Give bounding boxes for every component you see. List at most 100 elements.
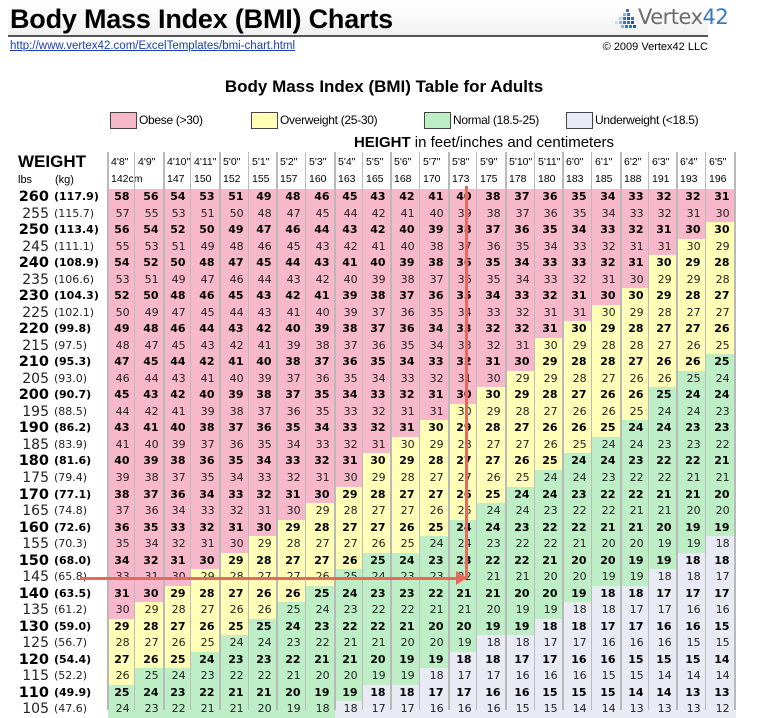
bmi-cell: 24 [535, 470, 564, 487]
weight-row-label: 165 (74.8) [0, 503, 108, 520]
weight-row-label: 125 (56.7) [0, 635, 108, 652]
bmi-cell: 24 [677, 403, 707, 421]
bmi-cell: 41 [249, 337, 278, 355]
bmi-cell: 33 [621, 189, 650, 206]
bmi-cell: 30 [621, 271, 650, 289]
bmi-cell: 32 [135, 552, 165, 570]
bmi-cell: 36 [535, 205, 564, 223]
bmi-cell: 36 [449, 255, 478, 272]
weight-row-label: 190 (86.2) [0, 420, 108, 437]
bmi-cell: 40 [391, 238, 421, 256]
bmi-cell: 17 [506, 651, 536, 669]
bmi-cell: 27 [420, 486, 450, 504]
bmi-cell: 37 [164, 470, 192, 487]
source-link[interactable]: http://www.vertex42.com/ExcelTemplates/b… [10, 40, 296, 52]
bmi-cell: 16 [621, 635, 650, 652]
bmi-cell: 24 [706, 370, 736, 388]
bmi-cell: 27 [649, 321, 678, 338]
bmi-cell: 32 [191, 519, 221, 537]
table-row: 52 50 48 46 45 43 42 41 39 38 37 36 35 34 33 32 31 30 30 29… [108, 288, 736, 305]
height-ft-label: 5'10" [509, 156, 533, 168]
bmi-cell: 48 [191, 255, 221, 272]
bmi-cell: 37 [506, 189, 536, 206]
bmi-cell: 33 [535, 271, 564, 289]
height-ft-label: 4'11" [194, 156, 217, 168]
bmi-cell: 27 [363, 519, 392, 537]
bmi-cell: 24 [563, 453, 593, 471]
bmi-cell: 22 [477, 552, 507, 570]
bmi-cell: 30 [621, 288, 650, 305]
bmi-cell: 29 [706, 238, 736, 256]
bmi-cell: 29 [677, 255, 707, 272]
bmi-cell: 46 [108, 370, 136, 388]
bmi-cell: 34 [363, 370, 392, 388]
bmi-cell: 17 [621, 618, 650, 636]
bmi-cell: 20 [706, 503, 736, 520]
bmi-cell: 28 [649, 304, 678, 322]
bmi-cell: 26 [249, 602, 278, 619]
weight-row-label: 185 (83.9) [0, 437, 108, 454]
bmi-cell: 22 [649, 470, 678, 487]
height-ft-label: 5'1" [252, 156, 270, 168]
weight-kg: (115.7) [54, 206, 95, 220]
bmi-cell: 23 [249, 651, 278, 669]
weight-kg: (86.2) [54, 421, 92, 435]
bmi-cell: 28 [335, 503, 364, 520]
bmi-cell: 20 [706, 486, 736, 504]
bmi-cell: 25 [706, 337, 736, 355]
weight-lbs: 165 [22, 503, 49, 520]
bmi-cell: 49 [164, 271, 192, 289]
bmi-cell: 23 [363, 585, 392, 603]
bmi-cell: 29 [621, 304, 650, 322]
height-cm-label: 155 [252, 173, 270, 185]
bmi-cell: 28 [535, 387, 564, 404]
height-ft-label: 6'3" [652, 156, 670, 168]
bmi-cell: 28 [706, 255, 736, 272]
bmi-cell: 31 [420, 403, 450, 421]
bmi-cell: 33 [335, 403, 364, 421]
bmi-cell: 21 [677, 470, 707, 487]
bmi-cell: 32 [391, 387, 421, 404]
legend-swatch [251, 111, 278, 129]
bmi-cell: 24 [706, 387, 736, 404]
bmi-cell: 30 [477, 387, 507, 404]
weight-row-label: 160 (72.6) [0, 520, 108, 537]
bmi-cell: 32 [592, 238, 622, 256]
bmi-cell: 40 [335, 271, 364, 289]
bmi-cell: 43 [164, 370, 192, 388]
bmi-cell: 21 [506, 569, 536, 586]
bmi-cell: 53 [108, 271, 136, 289]
bmi-cell: 35 [306, 403, 336, 421]
bmi-cell: 18 [477, 651, 507, 669]
bmi-cell: 27 [135, 635, 165, 652]
vertex42-logo[interactable]: Vertex42 [612, 5, 729, 31]
bmi-cell: 19 [706, 519, 736, 537]
bmi-cell: 35 [277, 420, 307, 437]
bmi-cell: 42 [191, 354, 221, 371]
bmi-cell: 43 [335, 222, 364, 239]
weight-kg: (56.7) [54, 636, 88, 650]
bmi-cell: 45 [135, 354, 165, 371]
bmi-cell: 27 [535, 403, 564, 421]
weight-kg: (106.6) [54, 272, 95, 286]
bmi-cell: 16 [677, 618, 707, 636]
bmi-cell: 14 [677, 668, 707, 685]
bmi-cell: 24 [420, 536, 450, 553]
bmi-cell: 24 [535, 486, 564, 504]
bmi-cell: 34 [108, 552, 136, 570]
bmi-cell: 25 [363, 552, 392, 570]
bmi-cell: 36 [135, 503, 165, 520]
weight-header: WEIGHT [18, 152, 86, 171]
bmi-cell: 30 [335, 470, 364, 487]
column-separator [476, 152, 477, 710]
bmi-cell: 33 [449, 321, 478, 338]
bmi-cell: 45 [306, 205, 336, 223]
bmi-cell: 14 [706, 668, 736, 685]
bmi-cell: 17 [592, 618, 622, 636]
bmi-cell: 22 [649, 453, 678, 471]
bmi-cell: 21 [277, 668, 307, 685]
bmi-cell: 32 [220, 503, 250, 520]
bmi-cell: 29 [677, 271, 707, 289]
bmi-cell: 36 [220, 436, 250, 454]
weight-row-label: 235 (106.6) [0, 272, 108, 289]
